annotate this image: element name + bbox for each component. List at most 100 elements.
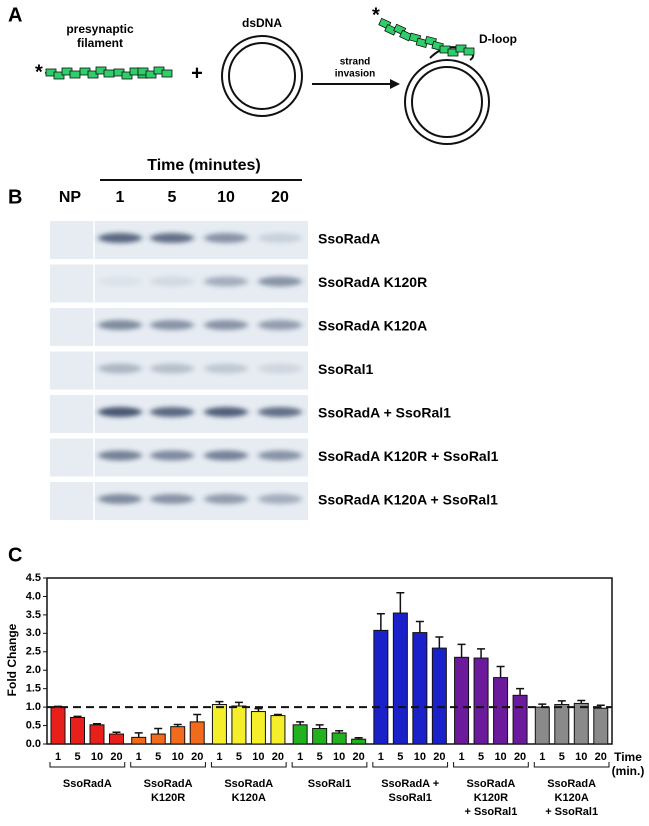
arrowhead (390, 79, 400, 89)
y-tick-label: 0.0 (26, 738, 41, 750)
bar (70, 716, 85, 745)
lane-label: NP (59, 189, 82, 206)
error-bar (354, 736, 363, 740)
row-label: SsoRal1 (318, 361, 373, 377)
gel-band (98, 450, 142, 461)
filament (45, 67, 81, 80)
plot-frame (46, 577, 613, 745)
group-label: SsoRadA (466, 778, 515, 790)
bar (250, 711, 266, 745)
bar (593, 707, 609, 745)
error-bar (557, 700, 566, 705)
error-bar (112, 731, 121, 735)
group-bracket (49, 762, 126, 768)
filament (408, 31, 445, 52)
y-tick-label: 1.0 (26, 701, 41, 713)
bar (534, 706, 550, 745)
y-tick-label: 2.0 (26, 664, 41, 676)
bar (412, 632, 428, 745)
x-tick-label: 20 (191, 751, 203, 763)
group-label: SsoRal1 (389, 792, 432, 804)
bar (211, 704, 227, 745)
x-tick-label: 5 (236, 751, 242, 763)
dloop-circle (411, 66, 483, 138)
dsdna-circle (221, 35, 303, 117)
bar (292, 724, 308, 745)
row-label: SsoRadA K120A (318, 318, 427, 334)
gel-band (150, 450, 194, 461)
bar (270, 715, 286, 745)
error-bar (516, 687, 525, 696)
y-tick-label: 3.5 (26, 609, 41, 621)
lane-label: 10 (217, 189, 235, 206)
filament-label: presynaptic (66, 22, 134, 36)
group-label: + SsoRal1 (464, 806, 517, 818)
error-bar (193, 713, 202, 722)
group-label: SsoRadA (224, 778, 273, 790)
x-tick-label: 1 (55, 751, 61, 763)
star: * (35, 61, 43, 83)
group-label: SsoRadA (63, 778, 112, 790)
gel-band (98, 407, 142, 417)
dloop-label: D-loop (479, 32, 517, 46)
x-tick-label: 1 (216, 751, 222, 763)
gel-band (150, 407, 194, 417)
error-bar (296, 721, 305, 725)
error-bar (335, 729, 344, 733)
gel-band (204, 407, 248, 417)
error-bar (457, 643, 466, 658)
gel-band (258, 450, 302, 461)
x-tick-label: 10 (91, 751, 103, 763)
y-tick-label: 4.0 (26, 590, 41, 602)
x-tick-label: 5 (74, 751, 80, 763)
gel-band (150, 494, 194, 504)
error-bar (73, 715, 82, 718)
group-label: SsoRadA (144, 778, 193, 790)
error-bar (477, 648, 486, 659)
bar (189, 721, 205, 745)
y-axis-label: Fold Change (5, 623, 19, 696)
error-bar (234, 701, 243, 707)
dsdna-label: dsDNA (242, 16, 282, 30)
error-bar (315, 724, 324, 729)
group-label: K120R (151, 792, 185, 804)
gel-band (204, 233, 248, 243)
group-bracket (210, 762, 287, 768)
x-tick-label: 10 (333, 751, 345, 763)
dsdna-circle (228, 42, 296, 110)
error-bar (93, 722, 101, 725)
row-label: SsoRadA K120R + SsoRal1 (318, 448, 499, 464)
bar (312, 728, 328, 745)
x-tick-label: 10 (252, 751, 264, 763)
group-bracket (372, 762, 449, 768)
gel-band (204, 363, 248, 374)
x-tick-label: 1 (378, 751, 384, 763)
group-label: SsoRadA + (381, 778, 439, 790)
gel-band (204, 320, 248, 330)
row-label: SsoRadA (318, 231, 380, 247)
group-label: SsoRal1 (308, 778, 351, 790)
error-bar (154, 727, 163, 735)
bar (454, 656, 470, 745)
x-axis-label: Time (614, 750, 642, 764)
bar (554, 704, 570, 745)
error-bar (273, 713, 282, 716)
gel-band (204, 276, 248, 287)
x-tick-label: 5 (559, 751, 565, 763)
panel-label: B (8, 186, 22, 208)
lane-label: 20 (271, 189, 289, 206)
gel-band (98, 233, 142, 243)
gel-band (98, 276, 142, 287)
error-bar (496, 665, 505, 678)
bar (351, 738, 367, 745)
error-bar (215, 700, 224, 705)
lane-label: 5 (168, 189, 177, 206)
group-label: SsoRadA (547, 778, 596, 790)
panel-a: A presynaptic filament * + dsDNA strand … (8, 4, 517, 145)
x-tick-label: 1 (539, 751, 545, 763)
gel-band (258, 276, 302, 287)
panel-c: C Fold Change Time (min.) 0.0 0.5 1.0 1.5 2.… (5, 544, 644, 818)
x-tick-label: 5 (397, 751, 403, 763)
gel-band (150, 320, 194, 330)
